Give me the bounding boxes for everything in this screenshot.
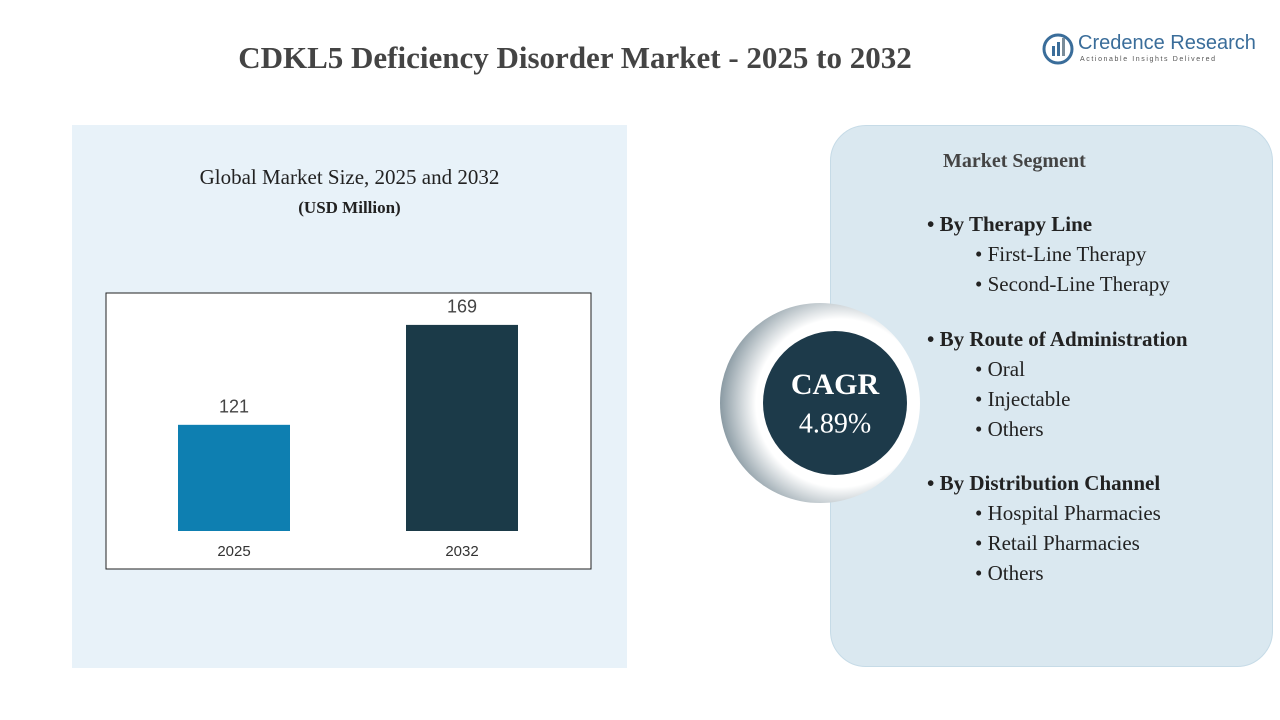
segment-group: By Distribution Channel Hospital Pharmaci…	[927, 471, 1161, 586]
logo-tagline: Actionable Insights Delivered	[1080, 56, 1217, 63]
segment-item: Second-Line Therapy	[927, 272, 1170, 297]
segment-item: Hospital Pharmacies	[927, 501, 1161, 526]
page-title: CDKL5 Deficiency Disorder Market - 2025 …	[238, 40, 912, 75]
segment-group-title: By Therapy Line	[927, 212, 1170, 237]
segment-item: Others	[927, 417, 1188, 442]
segment-item: First-Line Therapy	[927, 242, 1170, 267]
segment-group-title: By Route of Administration	[927, 327, 1188, 352]
segment-title: Market Segment	[943, 150, 1086, 172]
segment-item: Retail Pharmacies	[927, 531, 1161, 556]
segment-group: By Therapy Line First-Line Therapy Second-…	[927, 212, 1170, 297]
chart-subtitle: (USD Million)	[298, 198, 401, 217]
segment-item: Others	[927, 561, 1161, 586]
segment-item: Oral	[927, 357, 1188, 382]
logo-icon	[1042, 33, 1074, 65]
segment-item: Injectable	[927, 387, 1188, 412]
chart-title: Global Market Size, 2025 and 2032	[199, 165, 500, 189]
segment-group: By Route of Administration Oral Injectable…	[927, 327, 1188, 442]
segment-group-title: By Distribution Channel	[927, 471, 1161, 496]
logo-name: Credence Research	[1078, 32, 1256, 54]
